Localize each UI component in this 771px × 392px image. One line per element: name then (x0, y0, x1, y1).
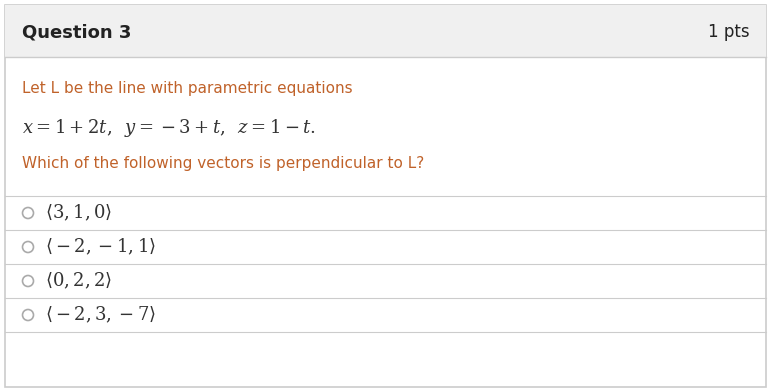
Bar (5, 5, 766, 57)
Text: Question 3: Question 3 (22, 23, 131, 41)
Text: 1 pts: 1 pts (709, 23, 750, 41)
Text: $\langle 0, 2, 2 \rangle$: $\langle 0, 2, 2 \rangle$ (45, 271, 112, 291)
Text: Let L be the line with parametric equations: Let L be the line with parametric equati… (22, 80, 352, 96)
Text: $\langle -2, 3, -7 \rangle$: $\langle -2, 3, -7 \rangle$ (45, 305, 156, 325)
Text: Which of the following vectors is perpendicular to L?: Which of the following vectors is perpen… (22, 156, 424, 171)
Text: $\langle -2, -1, 1 \rangle$: $\langle -2, -1, 1 \rangle$ (45, 237, 156, 257)
Text: $x = 1 + 2t,\;\; y = -3 + t,\;\; z = 1 - t.$: $x = 1 + 2t,\;\; y = -3 + t,\;\; z = 1 -… (22, 117, 316, 139)
Text: $\langle 3, 1, 0 \rangle$: $\langle 3, 1, 0 \rangle$ (45, 203, 112, 223)
